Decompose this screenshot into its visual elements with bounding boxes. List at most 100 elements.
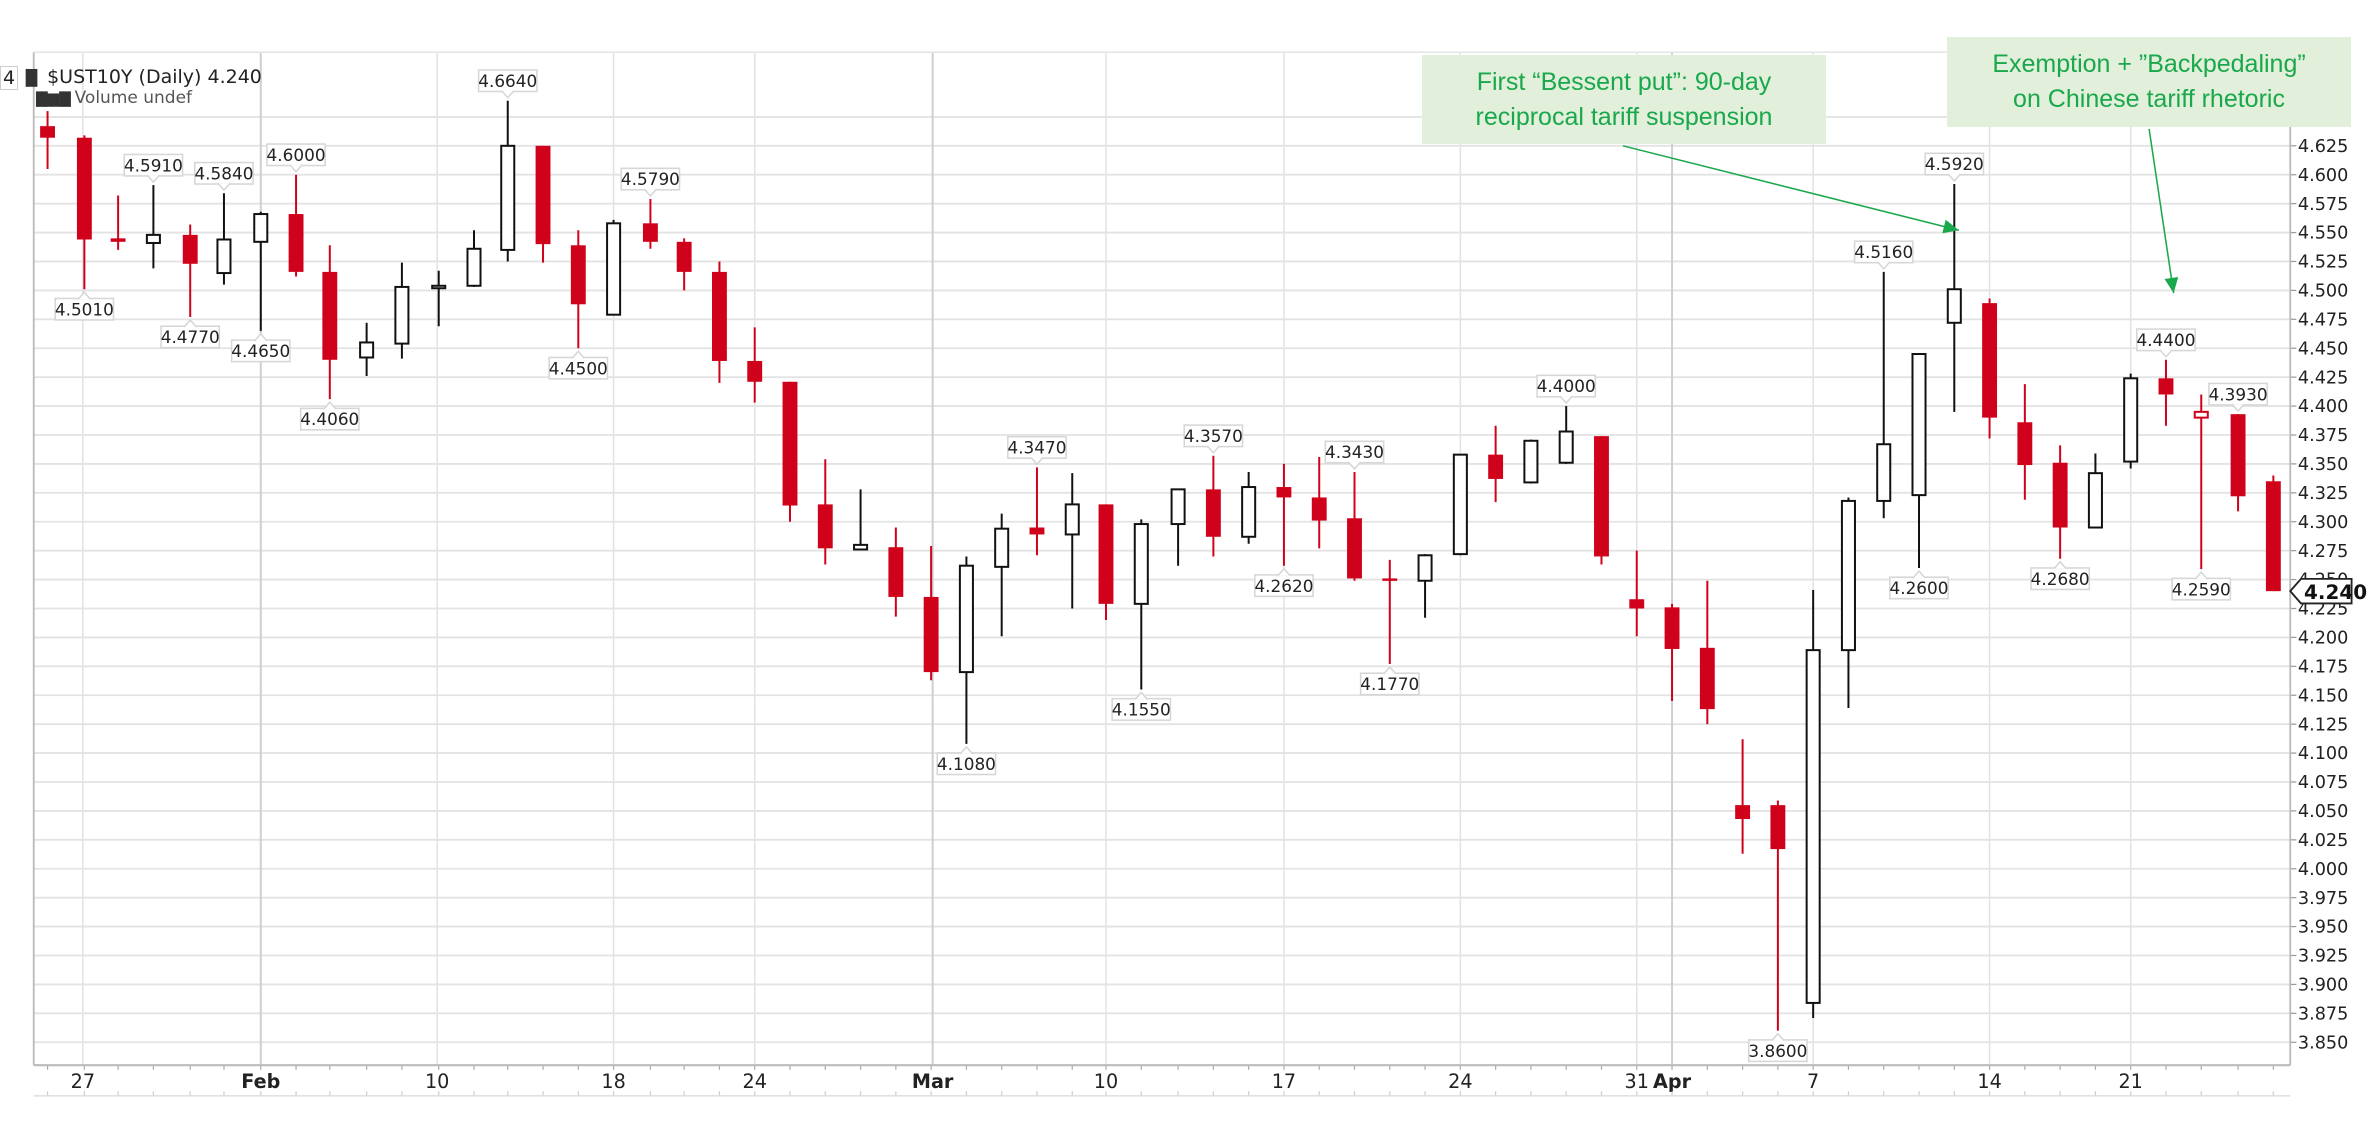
candle[interactable] [1594,436,1609,565]
candle[interactable] [1241,472,1257,544]
candle[interactable] [1805,589,1821,1018]
candle[interactable] [253,211,269,331]
candle[interactable] [2265,475,2281,592]
candle[interactable] [782,381,798,522]
candle[interactable] [1699,580,1715,725]
candle[interactable] [466,230,482,287]
candle[interactable] [1488,425,1504,503]
candle[interactable] [1382,559,1398,665]
candle[interactable] [1098,504,1114,621]
candle[interactable] [110,195,126,250]
candle[interactable] [1840,497,1856,708]
candle[interactable] [216,193,232,285]
candle[interactable] [817,459,833,565]
candle[interactable] [1417,554,1433,618]
y-tick-label: 4.475 [2298,310,2348,330]
high-price-label: 4.4000 [1536,374,1597,405]
x-tick-label: 31 [1625,1070,1649,1093]
svg-text:4.4060: 4.4060 [300,409,359,429]
svg-text:4.3930: 4.3930 [2209,384,2268,404]
candle[interactable] [2193,394,2209,570]
y-tick-label: 3.900 [2298,976,2348,996]
candle[interactable] [535,145,551,263]
annotation-line: on Chinese tariff rhetoric [2013,85,2285,113]
candle[interactable] [394,262,410,359]
annotation-line: reciprocal tariff suspension [1475,102,1773,131]
candle[interactable] [1770,800,1786,1031]
candle[interactable] [431,270,447,327]
svg-text:4.5920: 4.5920 [1925,154,1984,174]
candle[interactable] [359,322,375,376]
candle[interactable] [2123,373,2139,469]
x-tick-label: 10 [425,1070,449,1093]
svg-text:4.5160: 4.5160 [1854,242,1913,262]
candle[interactable] [2230,414,2246,512]
candle[interactable] [145,185,161,269]
candle[interactable] [1946,183,1962,412]
svg-text:4.5010: 4.5010 [55,299,114,319]
x-tick-label: 21 [2118,1070,2142,1093]
candle[interactable] [1982,298,1998,439]
candle[interactable] [1735,739,1751,854]
high-price-label: 4.3570 [1183,424,1244,454]
candle[interactable] [958,556,974,744]
candle[interactable] [642,199,658,249]
y-tick-label: 4.575 [2298,195,2348,215]
candle[interactable] [676,238,692,291]
legend-title-row: ▐▌ $UST10Y (Daily) 4.240 [20,66,262,88]
candle[interactable] [1664,603,1680,702]
low-price-label: 4.2590 [2171,571,2232,601]
candle[interactable] [1911,353,1927,569]
current-price-marker: 4.240 [2289,577,2367,605]
candle[interactable] [500,100,516,262]
candle[interactable] [1876,271,1892,519]
candle[interactable] [853,489,869,551]
candle[interactable] [76,135,92,290]
svg-text:4.5840: 4.5840 [194,163,253,183]
candle[interactable] [1029,467,1045,556]
y-tick-label: 3.950 [2298,918,2348,938]
candle[interactable] [1452,453,1468,556]
y-tick-label: 4.625 [2298,137,2348,157]
low-price-label: 4.5010 [54,291,115,321]
high-price-label: 4.6640 [477,69,538,99]
candle[interactable] [1276,463,1292,566]
candle[interactable] [1064,473,1080,609]
y-tick-label: 3.875 [2298,1004,2348,1024]
candle[interactable] [888,527,904,617]
candle[interactable] [994,513,1010,637]
candle[interactable] [2087,453,2103,529]
candle[interactable] [2158,359,2174,426]
candle[interactable] [2052,445,2068,559]
candle[interactable] [1523,439,1539,484]
candle[interactable] [1311,456,1327,549]
candle[interactable] [1629,550,1645,637]
candle[interactable] [1205,455,1221,557]
legend-volume: Volume undef [74,88,193,108]
y-tick-label: 4.450 [2298,339,2348,359]
candle[interactable] [322,245,338,400]
candle[interactable] [570,230,586,349]
candle[interactable] [923,546,939,681]
bar-chart-icon: ▇▆▇ [36,89,71,107]
candle[interactable] [1558,406,1574,464]
candle[interactable] [40,111,55,169]
low-price-label: 4.4500 [548,350,609,380]
candle[interactable] [711,261,727,383]
y-tick-label: 4.175 [2298,657,2348,677]
svg-text:4.5790: 4.5790 [621,169,680,189]
candle[interactable] [1347,472,1362,581]
candle[interactable] [606,219,622,316]
candle[interactable] [288,174,304,277]
svg-text:4.3470: 4.3470 [1007,438,1066,458]
candle[interactable] [1133,519,1149,690]
svg-text:4.2620: 4.2620 [1254,576,1313,596]
candle[interactable] [747,327,763,403]
candle[interactable] [182,224,198,318]
svg-text:4.2590: 4.2590 [2172,579,2231,599]
high-price-label: 4.5910 [123,153,184,184]
candle[interactable] [1170,488,1186,566]
candle[interactable] [2017,384,2033,500]
